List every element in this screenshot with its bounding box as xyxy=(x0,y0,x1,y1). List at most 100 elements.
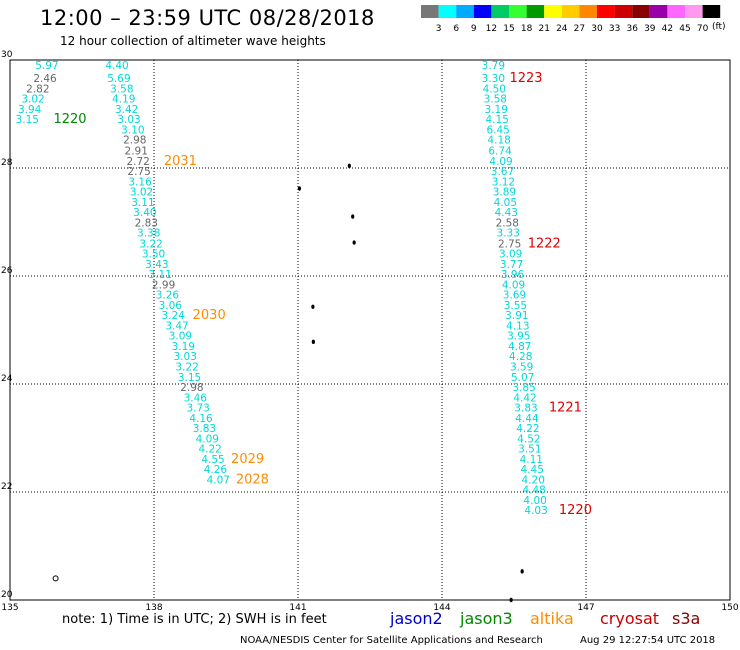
wave-height-label: 3.73 xyxy=(186,403,209,415)
wave-height-label: 5.69 xyxy=(107,73,130,85)
generated-timestamp: Aug 29 12:27:54 UTC 2018 xyxy=(580,635,716,646)
wave-height-label: 3.83 xyxy=(514,403,537,415)
wave-height-label: 3.50 xyxy=(142,249,165,261)
wave-height-label: 4.44 xyxy=(515,413,539,425)
legend-swatch xyxy=(685,5,703,18)
lat-tick-label: 28 xyxy=(1,158,13,168)
pass-time-label: 1223 xyxy=(509,71,542,86)
legend-label: 42 xyxy=(662,24,673,34)
island-marker xyxy=(520,569,524,574)
island-marker xyxy=(509,597,513,603)
legend-label: 15 xyxy=(503,24,514,34)
wave-height-label: 3.15 xyxy=(178,372,201,384)
wave-height-label: 2.91 xyxy=(125,146,148,158)
pass-time-label: 1222 xyxy=(528,236,561,251)
legend-swatch xyxy=(597,5,615,18)
wave-height-label: 2.46 xyxy=(33,73,57,85)
island-ring xyxy=(52,575,59,582)
legend-swatch xyxy=(526,5,545,18)
wave-height-label: 4.87 xyxy=(508,341,531,353)
wave-height-label: 4.40 xyxy=(105,60,128,72)
wave-height-label: 4.48 xyxy=(522,485,545,497)
satellite-s3a: s3a xyxy=(672,609,701,628)
island-marker xyxy=(347,163,351,169)
wave-height-label: 3.19 xyxy=(485,104,508,116)
legend-swatch xyxy=(491,5,509,18)
legend-label: 12 xyxy=(486,24,497,34)
wave-height-label: 3.09 xyxy=(499,249,522,261)
lat-tick-label: 30 xyxy=(1,50,13,60)
pass-time-label: 1220 xyxy=(53,112,86,127)
page-title: 12:00 – 23:59 UTC 08/28/2018 xyxy=(40,6,375,30)
legend-swatch xyxy=(702,5,721,18)
wave-height-label: 4.05 xyxy=(494,197,517,209)
wave-height-label: 3.09 xyxy=(169,331,192,343)
wave-height-label: 3.02 xyxy=(130,187,153,199)
wave-height-label: 4.16 xyxy=(189,413,213,425)
lon-tick-label: 150 xyxy=(721,603,738,613)
lon-tick-label: 135 xyxy=(1,603,18,613)
lat-tick-label: 22 xyxy=(1,482,12,492)
map-frame xyxy=(9,59,731,601)
wave-height-label: 4.26 xyxy=(204,464,228,476)
legend-label: 33 xyxy=(609,24,620,34)
wave-height-label: 3.89 xyxy=(493,187,516,199)
legend-label: 18 xyxy=(521,24,533,34)
wave-height-label: 3.03 xyxy=(117,114,140,126)
island-marker xyxy=(351,214,355,219)
wave-height-label: 4.20 xyxy=(522,474,545,486)
wave-height-label: 4.52 xyxy=(517,433,540,445)
legend-swatch xyxy=(473,5,492,18)
wave-height-label: 4.45 xyxy=(521,464,544,476)
wave-height-label: 3.83 xyxy=(193,423,216,435)
wave-height-label: 3.51 xyxy=(518,444,541,456)
island-marker xyxy=(352,240,356,245)
lat-tick-label: 24 xyxy=(1,374,13,384)
wave-height-label: 6.45 xyxy=(486,124,509,136)
wave-height-label: 3.85 xyxy=(512,382,535,394)
wave-height-label: 4.22 xyxy=(198,444,221,456)
pass-time-label: 1220 xyxy=(559,503,592,518)
wave-height-label: 2.72 xyxy=(126,156,149,168)
wave-height-label: 2.82 xyxy=(26,83,49,95)
wave-height-label: 3.22 xyxy=(139,238,162,250)
wave-height-label: 4.11 xyxy=(520,454,543,466)
legend-label: 9 xyxy=(471,24,477,34)
legend-label: 70 xyxy=(697,24,709,34)
lat-tick-label: 26 xyxy=(1,266,13,276)
wave-height-label: 3.19 xyxy=(172,341,195,353)
wave-height-label: 3.16 xyxy=(128,176,152,188)
wave-height-label: 3.06 xyxy=(159,300,183,312)
legend-label: 36 xyxy=(626,24,638,34)
wave-height-label: 4.22 xyxy=(516,423,539,435)
satellite-cryosat: cryosat xyxy=(600,609,660,628)
legend-swatch xyxy=(614,5,633,18)
wave-height-label: 3.40 xyxy=(133,207,156,219)
wave-height-label: 4.07 xyxy=(207,474,230,486)
wave-height-label: 3.02 xyxy=(21,94,44,106)
wave-height-label: 3.42 xyxy=(115,104,138,116)
pass-time-label: 2029 xyxy=(231,452,264,467)
color-legend: 3 6 9 12 15 18 21 24 27 30 33 36 39 42 45 70 xyxy=(421,5,721,34)
wave-height-label: 3.58 xyxy=(484,94,507,106)
wave-height-label: 3.55 xyxy=(504,300,527,312)
legend-label: 45 xyxy=(679,24,690,34)
wave-height-label: 3.43 xyxy=(145,259,168,271)
island-marker xyxy=(297,186,302,191)
wave-height-label: 3.03 xyxy=(174,351,197,363)
wave-height-label: 3.26 xyxy=(156,290,180,302)
legend-label: 24 xyxy=(556,24,568,34)
wave-height-label: 6.74 xyxy=(488,146,512,158)
legend-label: 39 xyxy=(644,24,656,34)
wave-height-label: 4.09 xyxy=(196,433,219,445)
legend-swatch xyxy=(421,5,439,18)
wave-height-label: 4.55 xyxy=(201,454,224,466)
legend-label: 6 xyxy=(453,24,459,34)
page-subtitle: 12 hour collection of altimeter wave hei… xyxy=(60,34,326,48)
legend-label: 21 xyxy=(538,24,549,34)
satellite-jason2: jason2 xyxy=(390,609,443,628)
wave-height-label: 3.10 xyxy=(121,124,144,136)
wave-height-label: 4.09 xyxy=(489,156,512,168)
lon-tick-label: 144 xyxy=(433,603,450,613)
